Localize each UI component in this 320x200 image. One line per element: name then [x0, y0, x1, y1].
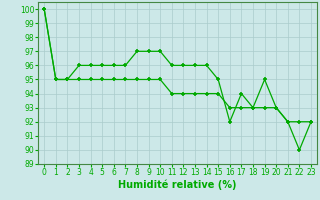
X-axis label: Humidité relative (%): Humidité relative (%) [118, 180, 237, 190]
